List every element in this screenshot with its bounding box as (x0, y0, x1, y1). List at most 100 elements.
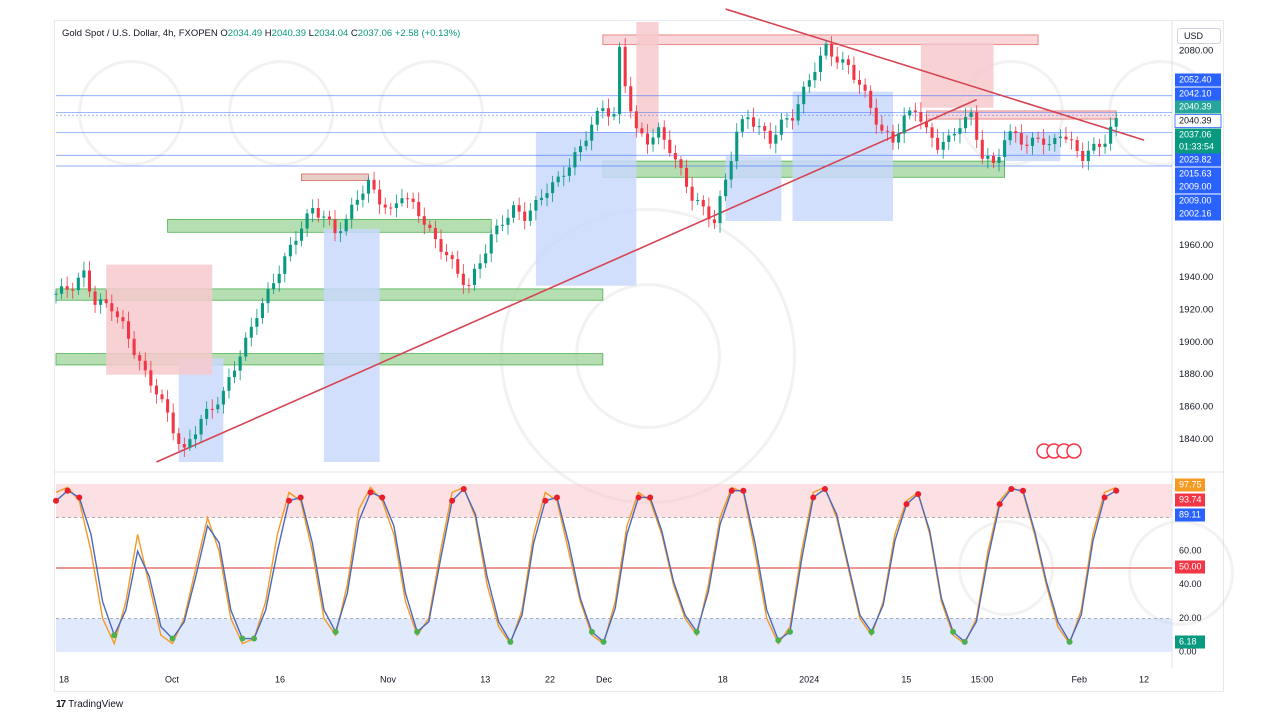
trendline-0 (156, 98, 978, 463)
candle-body-30 (221, 390, 225, 405)
oversold-dot-10 (169, 635, 176, 642)
candle-body-148 (880, 124, 884, 131)
candle-body-127 (763, 126, 767, 131)
symbol-legend: Gold Spot / U.S. Dollar, 4h, FXOPEN O203… (62, 28, 460, 39)
osc-value-badge-text-0: 97.75 (1179, 479, 1202, 489)
candle-body-185 (1086, 150, 1090, 162)
candle-body-106 (645, 133, 650, 145)
price-tick-label-2: 1880.00 (1179, 369, 1213, 380)
candle-body-81 (506, 217, 510, 225)
osc-value-badge-text-2: 89.11 (1179, 509, 1201, 519)
candle-body-63 (406, 198, 410, 200)
currency-selector[interactable]: USD (1177, 28, 1221, 44)
oversold-dot-31 (414, 628, 421, 635)
candle-body-10 (110, 303, 114, 312)
candle-body-31 (227, 377, 231, 391)
event-flag-icon-3 (1066, 443, 1082, 459)
overbought-dot-50 (635, 494, 642, 501)
candle-body-77 (484, 253, 488, 264)
oversold-band (56, 618, 1172, 652)
chart-frame (54, 20, 1224, 692)
candle-body-38 (266, 289, 270, 304)
overbought-dot-42 (542, 497, 549, 504)
osc-value-badge-1 (1175, 493, 1205, 507)
candle-body-102 (623, 46, 627, 87)
candle-body-171 (1008, 131, 1012, 141)
candle-body-1 (60, 286, 64, 294)
oversold-dot-62 (775, 637, 782, 644)
candle-body-100 (612, 114, 616, 117)
price-axis-badge-text-3: 2040.39 (1179, 115, 1212, 125)
candle-body-44 (299, 228, 304, 241)
shade-column-3 (636, 22, 659, 132)
candle-body-9 (104, 299, 108, 304)
candle-body-89 (551, 182, 555, 194)
candle-body-80 (500, 224, 504, 226)
symbol-name: Gold Spot / U.S. Dollar, 4h, FXOPEN (62, 28, 218, 39)
high-value: 2040.39 (271, 28, 306, 39)
candle-body-165 (975, 112, 979, 140)
candle-body-8 (99, 299, 103, 305)
candle-body-131 (785, 118, 789, 120)
overbought-dot-2 (76, 494, 83, 501)
candle-body-126 (757, 126, 761, 128)
candle-body-69 (439, 239, 443, 252)
candle-body-58 (378, 189, 382, 205)
candle-body-57 (372, 179, 376, 190)
time-tick-label-2: 16 (275, 674, 285, 684)
tradingview-logo: 17 TradingView (56, 699, 123, 710)
candle-body-156 (924, 121, 929, 128)
osc-value-badge-text-3: 50.00 (1179, 561, 1202, 571)
candle-body-97 (595, 110, 599, 125)
candle-body-66 (422, 216, 426, 225)
candle-body-141 (841, 59, 845, 63)
time-tick-label-3: Nov (380, 674, 397, 684)
candle-body-129 (774, 134, 778, 144)
candle-body-54 (355, 199, 359, 205)
candle-body-130 (779, 119, 783, 135)
oversold-dot-17 (251, 635, 258, 642)
candle-body-71 (450, 255, 454, 260)
candle-body-174 (1025, 144, 1029, 146)
tradingview-logo-icon: 17 (56, 699, 66, 710)
candle-body-151 (897, 133, 901, 143)
candle-body-50 (333, 219, 337, 234)
price-axis-badge-6 (1175, 153, 1221, 167)
candle-body-116 (701, 199, 705, 207)
oversold-dot-5 (111, 632, 118, 639)
candle-body-22 (177, 433, 181, 445)
close-label: C (350, 28, 358, 39)
candle-body-98 (601, 108, 605, 111)
overbought-dot-81 (996, 501, 1003, 508)
tradingview-brand: TradingView (68, 699, 124, 710)
candle-body-139 (830, 43, 834, 57)
candle-body-163 (964, 116, 968, 129)
candle-body-48 (322, 216, 326, 218)
price-axis-badge-3 (1174, 114, 1222, 128)
candle-body-158 (936, 137, 940, 150)
candle-body-61 (394, 203, 398, 209)
candle-body-72 (456, 259, 460, 274)
osc-tick-label-3: 60.00 (1179, 546, 1202, 556)
price-axis-badge-7 (1175, 167, 1221, 181)
watermark-emblem (228, 60, 334, 166)
candle-body-86 (534, 199, 538, 211)
price-axis-badge-1 (1175, 87, 1221, 101)
time-tick-label-9: 15 (901, 674, 911, 684)
candle-body-120 (724, 179, 728, 197)
watermark-emblem (78, 60, 184, 166)
candle-body-153 (908, 110, 912, 116)
candle-body-119 (718, 196, 722, 224)
candle-body-85 (528, 210, 532, 221)
candle-body-21 (171, 412, 175, 434)
candle-body-26 (199, 418, 203, 435)
time-tick-label-7: 18 (718, 674, 728, 684)
candle-body-32 (233, 370, 237, 378)
overbought-band (56, 484, 1172, 518)
candle-body-15 (138, 355, 142, 361)
candle-body-27 (205, 408, 209, 419)
overbought-dot-1 (64, 487, 71, 494)
low-label: L (308, 28, 314, 39)
candle-body-65 (417, 201, 421, 217)
